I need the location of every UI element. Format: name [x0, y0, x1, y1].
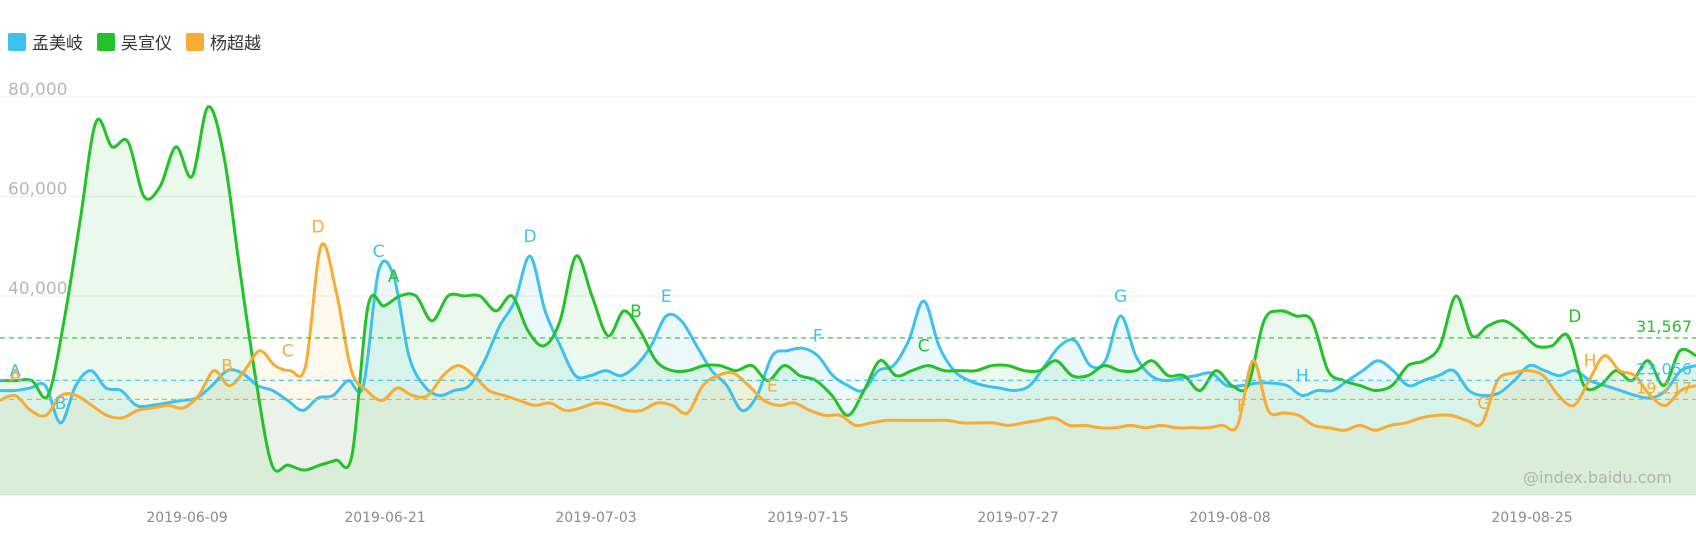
annotation-0-B: B — [55, 394, 67, 414]
series-area-2 — [0, 243, 1696, 495]
annotation-1-D: D — [1568, 307, 1581, 327]
legend-item-mengmeiqi[interactable]: 孟美岐 — [8, 29, 83, 54]
watermark-text: @index.baidu.com — [1523, 468, 1672, 487]
series-area-0 — [0, 256, 1696, 495]
annotation-0-C: C — [373, 242, 385, 262]
reference-value-2: 19,217 — [1636, 378, 1692, 397]
series-line-2 — [0, 242, 1696, 432]
annotation-0-E: E — [661, 287, 672, 307]
annotation-2-D: D — [311, 217, 324, 237]
reference-value-1: 31,567 — [1636, 317, 1692, 336]
legend-item-yangchaoyue[interactable]: 杨超越 — [186, 29, 261, 54]
annotation-0-D: D — [523, 227, 536, 247]
x-tick-label: 2019-06-21 — [344, 510, 425, 526]
legend-label-yangchaoyue: 杨超越 — [210, 34, 261, 54]
peak-annotations: ABCDEFGHABCDEABCDEFGH — [9, 217, 1597, 416]
grid-lines — [0, 96, 1696, 496]
annotation-0-H: H — [1296, 367, 1309, 387]
x-tick-label: 2019-07-15 — [767, 510, 848, 526]
annotation-1-A: A — [388, 267, 400, 287]
annotation-2-F: F — [1237, 396, 1247, 416]
series-line-1 — [0, 105, 1696, 473]
annotation-0-F: F — [813, 327, 823, 347]
legend-swatch-wuxuanyi — [97, 32, 115, 51]
x-tick-label: 2019-08-25 — [1491, 510, 1572, 526]
legend-label-mengmeiqi: 孟美岐 — [32, 34, 83, 54]
legend-item-wuxuanyi[interactable]: 吴宣仪 — [97, 29, 172, 54]
chart-legend: 孟美岐 吴宣仪 杨超越 — [8, 29, 261, 54]
annotation-1-B: B — [630, 302, 642, 322]
x-tick-label: 2019-07-03 — [555, 510, 636, 526]
annotation-2-E: E — [767, 376, 778, 396]
series-areas — [0, 106, 1696, 495]
annotation-2-G: G — [1477, 394, 1490, 414]
y-tick-label: 80,000 — [8, 80, 67, 100]
annotation-2-H: H — [1584, 352, 1597, 372]
legend-swatch-yangchaoyue — [186, 32, 204, 51]
x-tick-label: 2019-07-27 — [977, 510, 1058, 526]
reference-value-0: 23,056 — [1636, 359, 1692, 378]
annotation-2-A: A — [9, 367, 21, 387]
annotation-2-B: B — [221, 357, 233, 377]
y-tick-label: 40,000 — [8, 279, 67, 299]
legend-label-wuxuanyi: 吴宣仪 — [121, 34, 172, 54]
axis-labels: 2019-06-09 2019-06-21 2019-07-03 2019-07-15… — [8, 80, 1573, 526]
series-lines — [0, 105, 1696, 473]
x-tick-label: 2019-06-09 — [146, 510, 227, 526]
annotation-0-G: G — [1114, 287, 1127, 307]
annotation-1-C: C — [918, 337, 930, 357]
series-line-0 — [0, 254, 1696, 425]
reference-lines: 23,056 31,567 19,217 — [0, 317, 1696, 400]
annotation-0-A: A — [9, 362, 21, 382]
legend-swatch-mengmeiqi — [8, 32, 26, 51]
annotation-2-C: C — [282, 342, 294, 362]
y-tick-label: 60,000 — [8, 180, 67, 200]
x-tick-label: 2019-08-08 — [1189, 510, 1270, 526]
